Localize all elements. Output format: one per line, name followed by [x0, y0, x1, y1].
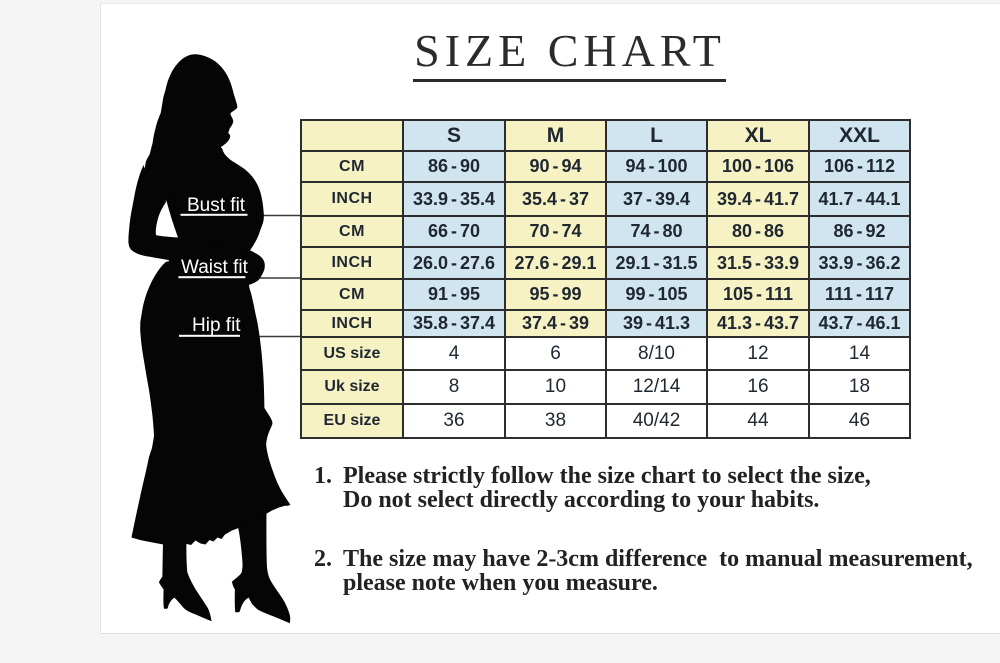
- svg-text:Waist fit: Waist fit: [181, 257, 249, 278]
- svg-text:Hip fit: Hip fit: [192, 315, 241, 336]
- svg-text:Bust fit: Bust fit: [187, 195, 246, 216]
